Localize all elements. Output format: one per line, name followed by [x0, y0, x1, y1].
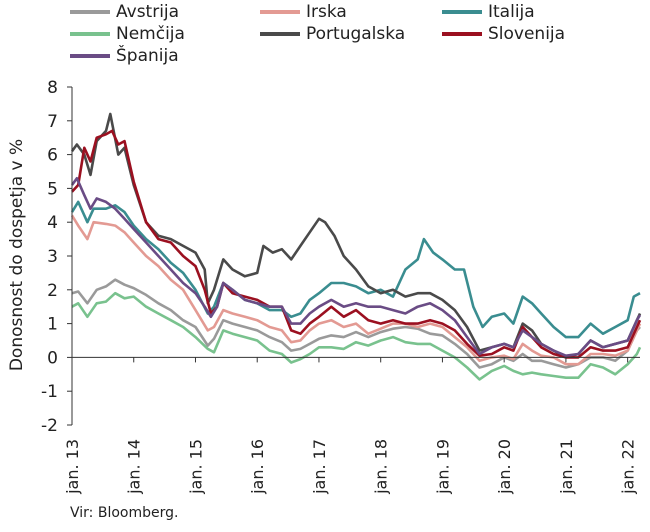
x-tick-label: jan. 15	[186, 439, 205, 495]
y-tick-label: 4	[47, 213, 58, 233]
y-tick-label: 7	[47, 112, 58, 132]
x-tick-label: jan. 17	[310, 439, 329, 495]
x-tick-label: jan. 19	[433, 439, 452, 495]
y-tick-label: 1	[47, 315, 58, 335]
legend-label: Španija	[116, 46, 179, 66]
legend-label: Nemčija	[116, 24, 185, 44]
legend-swatch	[70, 32, 110, 36]
y-tick-label: -1	[41, 382, 58, 402]
legend-item: Slovenija	[442, 24, 565, 44]
plot-lines	[70, 112, 642, 381]
legend-swatch	[260, 10, 300, 14]
legend-label: Avstrija	[116, 2, 180, 22]
legend-item: Portugalska	[260, 24, 405, 44]
x-tick-label: jan. 22	[619, 439, 638, 495]
series-line-irska	[70, 214, 642, 366]
series-line-italija	[70, 200, 641, 339]
y-tick-label: -2	[41, 416, 58, 436]
legend-item: Nemčija	[70, 24, 185, 44]
series-line-slovenija	[71, 129, 642, 359]
y-tick-label: 6	[47, 146, 58, 166]
x-tick-label: jan. 21	[557, 439, 576, 495]
legend-label: Portugalska	[306, 24, 406, 44]
legend-item: Španija	[70, 46, 179, 66]
legend-swatch	[442, 10, 482, 14]
series-line-španija	[70, 177, 642, 357]
legend-label: Slovenija	[488, 24, 566, 44]
legend-item: Avstrija	[70, 2, 179, 22]
y-tick-label: 0	[47, 348, 58, 368]
y-axis-label: Donosnost do dospetja v %	[7, 139, 27, 371]
x-tick-label: jan. 18	[372, 439, 391, 495]
legend-item: Italija	[442, 2, 535, 22]
y-tick-label: 3	[47, 247, 58, 267]
series-line-nemčija	[71, 291, 642, 381]
y-tick-label: 8	[47, 78, 58, 98]
series-line-avstrija	[71, 278, 641, 369]
legend-swatch	[260, 32, 300, 36]
axes: 8 7 6 5 4 3 2 1 0 -1 -2 jan. 13 jan. 14 jan. 15 jan. 1…	[41, 78, 640, 495]
y-tick-label: 5	[47, 179, 58, 199]
x-tick-label: jan. 16	[248, 439, 267, 495]
legend-label: Irska	[306, 2, 347, 22]
y-tick-label: 2	[47, 281, 58, 301]
x-tick-label: jan. 20	[495, 439, 514, 495]
legend-item: Irska	[260, 2, 347, 22]
legend-label: Italija	[488, 2, 535, 22]
legend-swatch	[70, 54, 110, 58]
legend-swatch	[70, 10, 110, 14]
source-note: Vir: Bloomberg.	[70, 505, 179, 521]
x-tick-label: jan. 14	[125, 439, 144, 495]
legend-swatch	[442, 32, 482, 36]
x-tick-label: jan. 13	[63, 439, 82, 495]
